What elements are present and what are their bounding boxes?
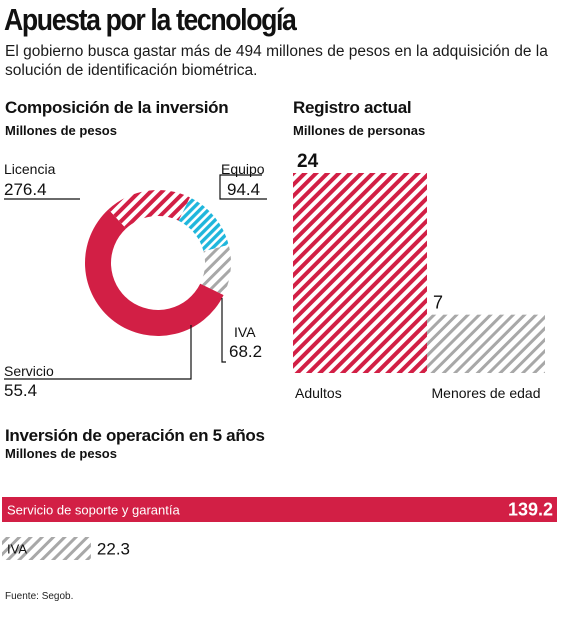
donut-value-iva: 68.2 (229, 342, 263, 361)
donut-chart-title: Composición de la inversión (5, 98, 229, 117)
bar-label-adultos: Adultos (295, 385, 342, 401)
donut-label-licencia: Licencia (4, 161, 56, 177)
donut-label-equipo: Equipo (221, 161, 265, 177)
operacion-bar-chart: Servicio de soporte y garantía 139.2 IVA 22… (2, 497, 557, 560)
donut-label-servicio: Servicio (4, 363, 54, 379)
bar-chart-unit: Millones de personas (293, 123, 426, 138)
bar-value-menores: 7 (433, 293, 443, 313)
donut-slice-licencia (85, 209, 224, 336)
page-title: Apuesta por la tecnología (4, 2, 297, 37)
hbar-value-iva: 22.3 (97, 540, 130, 559)
page-subtitle: El gobierno busca gastar más de 494 mill… (5, 43, 548, 79)
hbar-chart-unit: Millones de pesos (5, 446, 117, 461)
bar-value-adultos: 24 (297, 151, 319, 172)
leader-line-equipo (219, 174, 267, 200)
hbar-label-soporte: Servicio de soporte y garantía (7, 503, 180, 518)
bar-adultos (293, 173, 427, 373)
source-note: Fuente: Segob. (5, 591, 74, 602)
leader-line-iva (221, 298, 226, 363)
bar-chart-title: Registro actual (293, 98, 412, 117)
bar-label-menores: Menores de edad (432, 385, 541, 401)
hbar-label-iva: IVA (7, 542, 27, 557)
donut-slice-servicio (200, 244, 231, 296)
donut-slice-equipo (108, 189, 191, 229)
hbar-value-soporte: 139.2 (508, 500, 553, 520)
bar-menores (427, 314, 545, 373)
donut-chart-unit: Millones de pesos (5, 123, 117, 138)
hbar-iva (2, 537, 91, 560)
donut-value-licencia: 276.4 (4, 180, 47, 199)
donut-label-iva: IVA (234, 324, 256, 340)
registro-bar-chart: 24 Adultos 7 Menores de edad (293, 151, 545, 401)
donut-leader-lines (4, 174, 267, 380)
donut-slice-iva (178, 197, 229, 252)
leader-line-servicio (4, 325, 192, 380)
hbar-chart-title: Inversión de operación en 5 años (5, 426, 265, 445)
donut-value-servicio: 55.4 (4, 381, 38, 400)
donut-value-equipo: 94.4 (227, 180, 261, 199)
hbar-soporte (2, 497, 557, 522)
donut-chart (85, 189, 231, 336)
